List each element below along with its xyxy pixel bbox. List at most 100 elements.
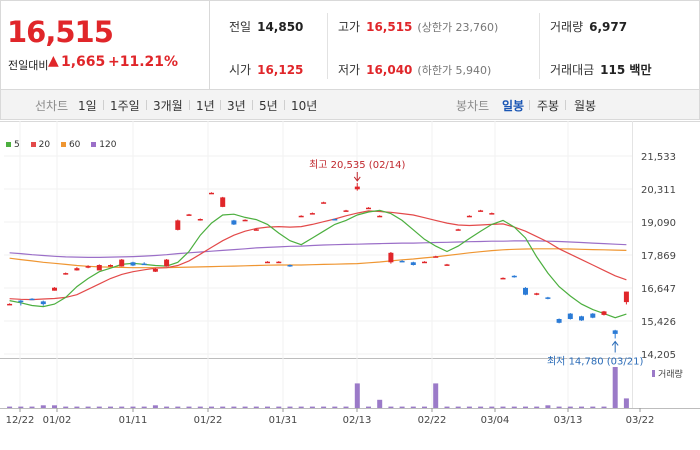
candle-daily[interactable]: 일봉: [502, 99, 525, 113]
volume-bar: [388, 406, 394, 408]
stat-label: 거래량: [550, 20, 584, 34]
volume-bar: [321, 406, 327, 408]
volume-bar: [141, 406, 147, 408]
candle-body: [556, 319, 562, 323]
volume-bar: [197, 406, 203, 408]
change-rate: +11.21%: [108, 54, 179, 70]
candle-body: [579, 316, 584, 321]
stat-volume: 거래량 6,977: [550, 18, 627, 35]
candle-body: [265, 261, 270, 264]
volume-bar: [366, 406, 371, 408]
candle-body: [96, 265, 102, 271]
line-chart-header: 선차트: [35, 99, 69, 113]
divider: [327, 13, 328, 79]
volume-bar: [85, 406, 91, 408]
upper-limit: (상한가 23,760): [417, 21, 499, 34]
period-1y[interactable]: 1년: [196, 99, 215, 113]
y-tick-label: 17,869: [641, 251, 676, 262]
down-arrow-icon: [353, 171, 361, 182]
x-tick-label: 02/13: [343, 415, 372, 426]
candle-body: [276, 261, 282, 264]
candle-body: [141, 263, 147, 266]
candle-body: [298, 215, 304, 218]
candle-monthly[interactable]: 월봉: [574, 99, 597, 113]
stat-value: 16,515: [366, 20, 413, 34]
candle-body: [422, 261, 427, 264]
candle-weekly[interactable]: 주봉: [537, 99, 560, 113]
volume-bar: [96, 406, 102, 408]
candle-body: [119, 259, 125, 267]
period-10y[interactable]: 10년: [291, 99, 318, 113]
volume-bar: [623, 398, 629, 408]
volume-bar: [152, 405, 158, 408]
x-tick-label: 01/22: [194, 415, 223, 426]
legend-swatch: [30, 142, 36, 147]
legend-label: 20: [38, 140, 51, 150]
candle-body: [7, 303, 13, 306]
stat-open: 시가 16,125: [229, 61, 303, 78]
x-tick-label: 01/02: [43, 415, 72, 426]
candle-body: [332, 219, 338, 221]
candle-body: [63, 273, 69, 275]
volume-bar: [209, 406, 214, 408]
volume-bar: [478, 406, 484, 408]
axes: 21,533 20,311 19,090 17,869 16,647 15,426 14,2…: [6, 152, 676, 426]
legend-ma120: 120: [91, 140, 116, 150]
candle-body: [253, 229, 259, 231]
low-annotation: 최저 14,780 (03/21): [547, 355, 643, 367]
candle-body: [377, 215, 383, 218]
volume-bar: [74, 406, 80, 408]
candle-body: [567, 313, 573, 319]
candle-body: [186, 214, 192, 216]
volume-bar: [354, 383, 360, 408]
candle-body: [29, 298, 35, 301]
period-3y[interactable]: 3년: [227, 99, 246, 113]
candle-body: [489, 213, 495, 215]
candle-body: [85, 266, 91, 268]
period-5y[interactable]: 5년: [259, 99, 278, 113]
candle-body: [52, 287, 57, 291]
candle-body: [220, 197, 226, 207]
candle-body: [231, 220, 237, 225]
x-tick-label: 03/04: [481, 415, 510, 426]
stat-label: 고가: [338, 20, 361, 34]
volume-bar: [164, 406, 170, 408]
volume-bar: [108, 406, 113, 408]
y-tick-label: 20,311: [641, 185, 676, 196]
period-1w[interactable]: 1주일: [110, 99, 140, 113]
y-tick-label: 14,205: [641, 350, 676, 361]
candle-chart-header: 봉차트: [456, 99, 490, 113]
volume-bar: [433, 383, 439, 408]
period-1d[interactable]: 1일: [78, 99, 97, 113]
candle-body: [601, 311, 607, 315]
volume-bar: [130, 406, 136, 408]
divider: [146, 100, 147, 110]
moving-average-lines: [9, 209, 627, 319]
volume-bar: [500, 406, 506, 408]
candle-body: [433, 256, 439, 258]
x-tick-label: 03/13: [554, 415, 583, 426]
volume-bar: [422, 406, 427, 408]
divider: [189, 100, 190, 110]
candle-body: [388, 252, 394, 263]
x-tick-label: 01/31: [269, 415, 298, 426]
volume-legend-swatch: [652, 370, 655, 377]
stat-trade-value: 거래대금 115 백만: [550, 61, 651, 78]
volume-bar: [175, 406, 181, 408]
legend-swatch: [6, 142, 11, 147]
candle-body: [175, 220, 181, 230]
candle-body: [523, 287, 528, 295]
ma-legend: 5 20 60 120: [6, 140, 124, 150]
volume-bar: [220, 406, 226, 408]
volume-bar: [579, 406, 584, 408]
change-value: 1,665: [61, 54, 106, 70]
candle-body: [466, 215, 472, 218]
period-3m[interactable]: 3개월: [153, 99, 183, 113]
candle-body: [455, 229, 461, 231]
chart-grid: [0, 121, 700, 409]
candle-body: [74, 268, 80, 271]
ma20-line: [9, 210, 627, 301]
legend-ma20: 20: [30, 140, 51, 150]
candle-body: [366, 207, 371, 210]
legend-label: 60: [68, 140, 81, 150]
